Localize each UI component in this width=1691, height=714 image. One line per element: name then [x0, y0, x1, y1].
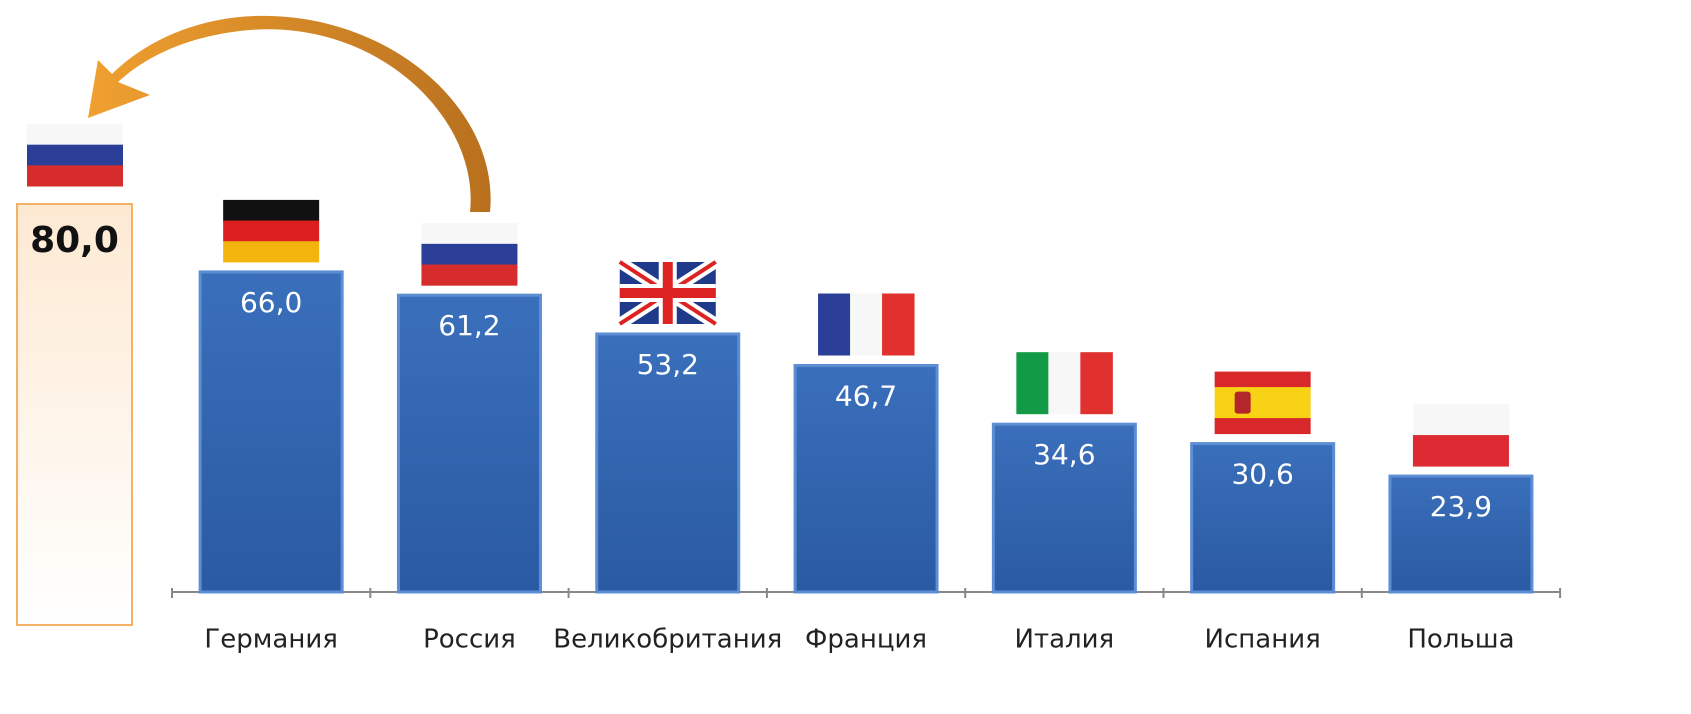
bar — [793, 364, 939, 594]
flag — [850, 293, 883, 356]
flag — [27, 165, 123, 187]
value-label: 66,0 — [240, 286, 302, 319]
highlight-bar — [16, 203, 133, 626]
flag — [1214, 371, 1311, 388]
x-tick-label: Великобритания — [553, 625, 782, 655]
flag — [1016, 352, 1049, 415]
x-tick-label: Россия — [423, 625, 516, 655]
flag — [1234, 391, 1251, 414]
value-label: 30,6 — [1231, 458, 1293, 491]
flag — [27, 144, 123, 166]
bar — [991, 422, 1137, 594]
bar — [1190, 442, 1336, 594]
flag — [1214, 418, 1311, 435]
flag — [1412, 404, 1509, 436]
value-label: 23,9 — [1430, 490, 1492, 523]
value-label: 61,2 — [438, 309, 500, 342]
flag — [619, 261, 716, 324]
x-tick-label: Испания — [1205, 625, 1321, 655]
flag — [1412, 435, 1509, 467]
bar — [1388, 474, 1534, 594]
bar — [198, 270, 344, 594]
value-label: 34,6 — [1033, 438, 1095, 471]
flag — [1048, 352, 1081, 415]
flag — [27, 124, 123, 146]
flag — [1214, 402, 1311, 419]
highlight-label: 80,0 — [30, 220, 119, 261]
flag — [223, 241, 320, 263]
x-tick-label: Польша — [1407, 625, 1514, 655]
flag — [223, 199, 320, 222]
flag — [421, 223, 518, 245]
flag — [223, 220, 320, 242]
value-label: 46,7 — [835, 380, 897, 413]
x-tick-label: Германия — [204, 625, 337, 655]
arrow — [88, 15, 491, 212]
bar — [595, 332, 741, 594]
flag — [421, 243, 518, 266]
flag — [882, 293, 915, 356]
flag — [818, 293, 851, 356]
x-tick-label: Франция — [805, 625, 927, 655]
value-label: 53,2 — [637, 348, 699, 381]
x-tick-label: Италия — [1015, 625, 1115, 655]
flag — [1214, 387, 1311, 404]
bar — [396, 293, 542, 594]
flag — [421, 264, 518, 286]
flag — [1080, 352, 1113, 415]
